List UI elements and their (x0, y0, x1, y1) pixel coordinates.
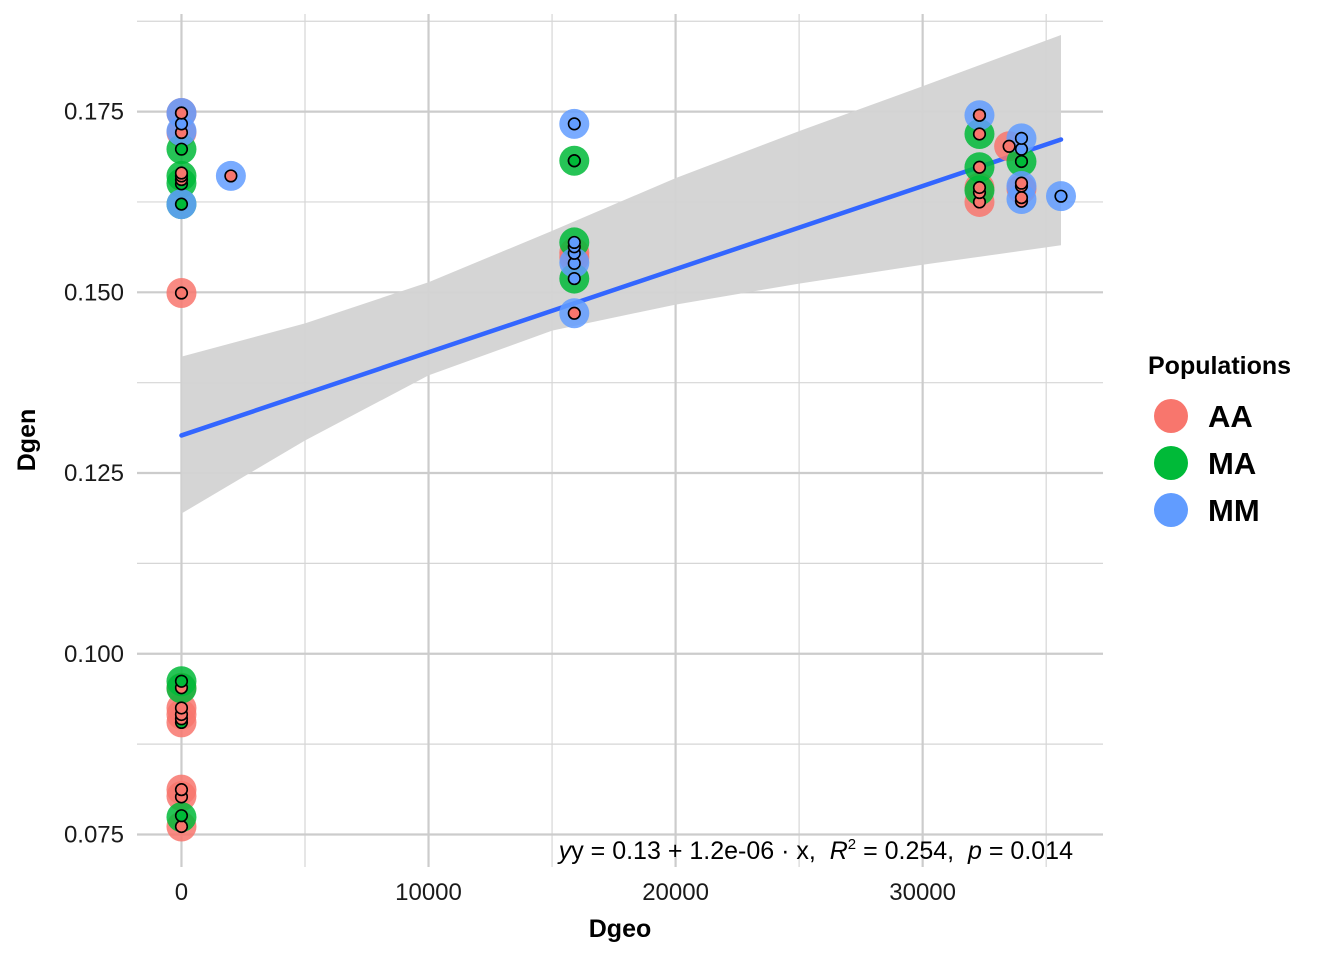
sample-point (174, 809, 189, 823)
legend-label-mm: MM (1208, 493, 1260, 528)
x-tick-label: 0 (175, 879, 188, 906)
sample-point (567, 271, 581, 286)
legend-key-aa (1154, 399, 1188, 433)
sample-point (224, 169, 238, 183)
legend-title: Populations (1148, 352, 1291, 380)
sample-point (1002, 139, 1016, 153)
y-tick-label: 0.075 (64, 821, 124, 848)
x-tick-label: 10000 (395, 879, 462, 906)
population-points (166, 98, 1076, 842)
sample-point (567, 306, 581, 320)
sample-point (1014, 131, 1029, 145)
sample-point (567, 154, 581, 168)
sample-point (1014, 191, 1029, 205)
x-tick-label: 20000 (642, 879, 709, 906)
sample-point (972, 108, 987, 122)
y-tick-label: 0.150 (64, 279, 124, 306)
sample-point (174, 106, 189, 120)
y-tick-label: 0.175 (64, 99, 124, 126)
x-tick-label: 30000 (889, 879, 956, 906)
sample-points (174, 106, 1068, 834)
legend: Populations AA MA MM (1148, 352, 1291, 528)
sample-point (1014, 154, 1029, 169)
y-tick-label: 0.125 (64, 460, 124, 487)
y-tick-label: 0.100 (64, 641, 124, 668)
sample-point (174, 166, 189, 180)
sample-point (174, 819, 189, 834)
confidence-band (181, 35, 1061, 514)
sample-point (174, 142, 189, 156)
sample-point (567, 117, 581, 131)
sample-point (972, 127, 987, 141)
sample-point (174, 783, 189, 797)
sample-point (174, 286, 189, 300)
sample-point (174, 197, 189, 211)
regression-line (179, 137, 1064, 438)
x-axis-title: Dgeo (589, 915, 652, 943)
legend-label-ma: MA (1208, 446, 1256, 481)
sample-point (174, 674, 189, 688)
regression-equation: yy = 0.13 + 1.2e-06 · x, R2 = 0.254, p =… (557, 836, 1073, 865)
sample-point (174, 117, 189, 131)
legend-key-ma (1154, 446, 1188, 480)
sample-point (567, 235, 581, 250)
x-tick-labels: 0 10000 20000 30000 (175, 879, 956, 906)
sample-point (1014, 176, 1029, 190)
legend-key-mm (1154, 493, 1188, 527)
sample-point (174, 701, 189, 715)
sample-point (1014, 142, 1029, 156)
legend-label-aa: AA (1208, 399, 1253, 434)
sample-point (1054, 189, 1068, 203)
y-axis-title: Dgen (13, 409, 41, 472)
sample-point (972, 180, 987, 195)
sample-point (972, 160, 987, 174)
y-tick-labels: 0.075 0.100 0.125 0.150 0.175 (64, 99, 124, 849)
